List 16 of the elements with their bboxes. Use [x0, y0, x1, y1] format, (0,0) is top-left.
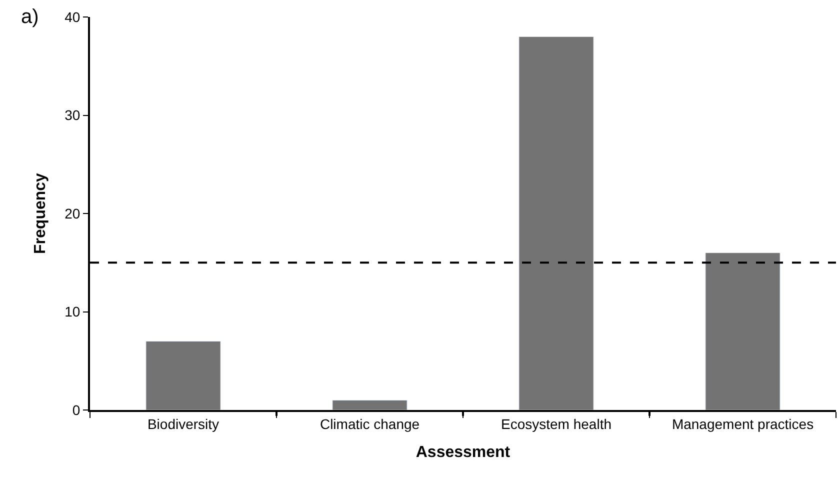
y-tick-label: 40	[64, 8, 80, 25]
y-tick-label: 10	[64, 304, 80, 320]
text: a)	[21, 6, 39, 28]
y-tick-label: 20	[64, 205, 80, 222]
y-tick-label: 0	[72, 402, 80, 418]
y-axis-title: Frequency	[32, 172, 50, 254]
bar	[146, 340, 221, 410]
x-axis-title: Assessment	[416, 444, 511, 461]
x-tick-label: Ecosystem health	[501, 416, 612, 432]
bar	[705, 252, 780, 410]
y-tick-label: 30	[64, 107, 80, 124]
bar	[332, 400, 408, 410]
bar	[518, 36, 594, 410]
x-tick-label: Climatic change	[320, 416, 420, 432]
x-tick-label: Management practices	[672, 416, 814, 432]
x-tick-label: Biodiversity	[147, 416, 220, 432]
